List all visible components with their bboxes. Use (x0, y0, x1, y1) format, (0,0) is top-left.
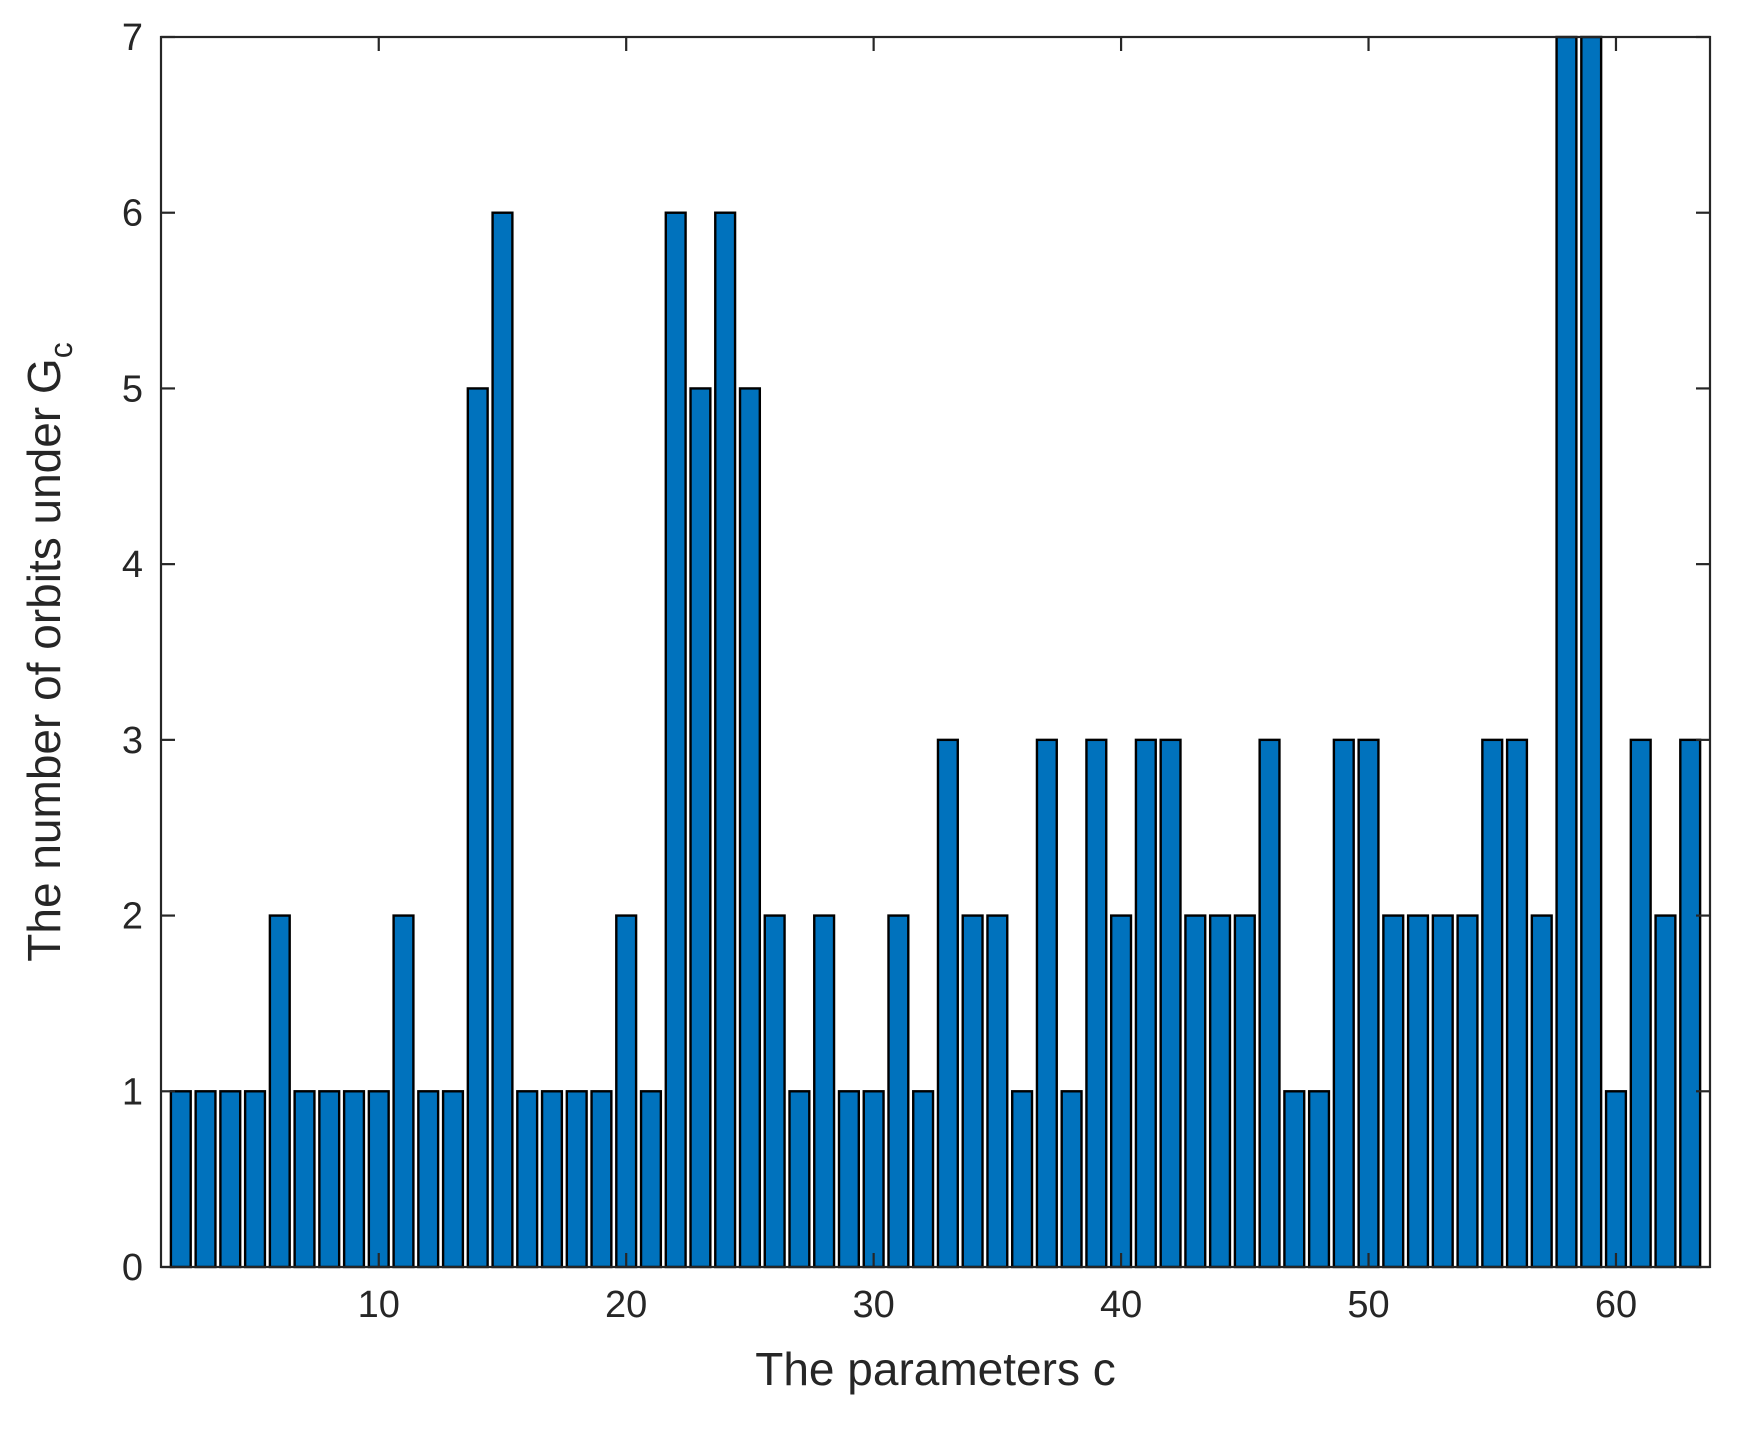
y-tick-label-4: 4 (122, 544, 143, 586)
bar-c-35 (986, 914, 1009, 1269)
plot-area-frame (159, 35, 1712, 1269)
y-axis-title: The number of orbits under Gc (18, 342, 79, 961)
bar-c-41 (1134, 738, 1157, 1269)
y-tick-label-0: 0 (122, 1247, 143, 1289)
bar-c-34 (961, 914, 984, 1269)
bar-c-42 (1159, 738, 1182, 1269)
x-tick-label-20: 20 (605, 1284, 647, 1326)
bar-c-49 (1332, 738, 1355, 1269)
bar-c-56 (1505, 738, 1529, 1269)
bar-c-4 (219, 1090, 242, 1269)
x-tick-label-50: 50 (1347, 1284, 1389, 1326)
bar-c-3 (194, 1090, 217, 1269)
bar-c-8 (318, 1090, 341, 1269)
bar-c-17 (540, 1090, 564, 1269)
bar-c-18 (565, 1090, 588, 1269)
bar-c-19 (590, 1090, 613, 1269)
y-axis-title-main: The number of orbits under G (18, 358, 70, 961)
bar-c-10 (367, 1090, 390, 1269)
y-tick-label-6: 6 (122, 193, 143, 235)
bar-c-59 (1580, 35, 1603, 1269)
bar-c-29 (837, 1090, 860, 1269)
bar-c-6 (268, 914, 291, 1269)
bar-c-48 (1307, 1090, 1331, 1269)
bar-c-36 (1011, 1090, 1034, 1269)
bar-c-38 (1060, 1090, 1083, 1269)
bar-c-37 (1035, 738, 1058, 1269)
y-tick-label-7: 7 (122, 17, 143, 59)
bar-c-52 (1406, 914, 1430, 1269)
bar-c-12 (417, 1090, 440, 1269)
bar-c-32 (912, 1090, 935, 1269)
bar-c-21 (639, 1090, 663, 1269)
bar-c-51 (1382, 914, 1405, 1269)
x-tick-label-10: 10 (358, 1284, 400, 1326)
y-axis-title-subscript: c (43, 342, 79, 358)
bar-c-22 (664, 211, 687, 1269)
bar-c-13 (441, 1090, 465, 1269)
bar-c-2 (169, 1090, 192, 1269)
bar-c-27 (788, 1090, 811, 1269)
tick-labels-group: 10 20 30 40 50 60 0 1 2 3 4 5 6 7 (122, 17, 1637, 1326)
bar-c-11 (392, 914, 415, 1269)
bar-c-43 (1184, 914, 1207, 1269)
y-tick-label-1: 1 (122, 1071, 143, 1113)
x-tick-label-40: 40 (1100, 1284, 1142, 1326)
bar-c-50 (1357, 738, 1380, 1269)
bar-c-53 (1431, 914, 1454, 1269)
bar-c-26 (763, 914, 786, 1269)
bar-c-44 (1208, 914, 1232, 1269)
bar-c-30 (862, 1090, 885, 1269)
x-tick-label-60: 60 (1595, 1284, 1637, 1326)
x-tick-label-30: 30 (852, 1284, 894, 1326)
bar-c-58 (1555, 35, 1578, 1269)
bar-c-57 (1530, 914, 1553, 1269)
bar-c-61 (1629, 738, 1652, 1269)
bar-c-33 (936, 738, 959, 1269)
bar-c-31 (887, 914, 910, 1269)
bar-c-15 (491, 211, 514, 1269)
bar-c-45 (1233, 914, 1256, 1269)
bar-c-24 (714, 211, 737, 1269)
bar-c-23 (689, 387, 712, 1269)
bar-c-60 (1604, 1090, 1628, 1269)
bar-c-7 (293, 1090, 316, 1269)
bar-c-9 (342, 1090, 366, 1269)
bar-c-54 (1456, 914, 1479, 1269)
bar-c-25 (738, 387, 762, 1269)
bar-c-46 (1258, 738, 1281, 1269)
bar-c-20 (615, 914, 638, 1269)
bar-c-62 (1654, 914, 1677, 1269)
bar-c-14 (466, 387, 489, 1269)
bar-c-40 (1109, 914, 1133, 1269)
bar-c-63 (1679, 738, 1702, 1269)
bar-c-16 (516, 1090, 539, 1269)
bar-c-5 (243, 1090, 267, 1269)
y-tick-label-2: 2 (122, 896, 143, 938)
bar-c-28 (813, 914, 836, 1269)
bar-c-47 (1283, 1090, 1306, 1269)
y-tick-label-5: 5 (122, 368, 143, 410)
x-axis-title: The parameters c (755, 1343, 1115, 1395)
bar-c-55 (1481, 738, 1504, 1269)
y-tick-label-3: 3 (122, 720, 143, 762)
bar-c-39 (1085, 738, 1108, 1269)
